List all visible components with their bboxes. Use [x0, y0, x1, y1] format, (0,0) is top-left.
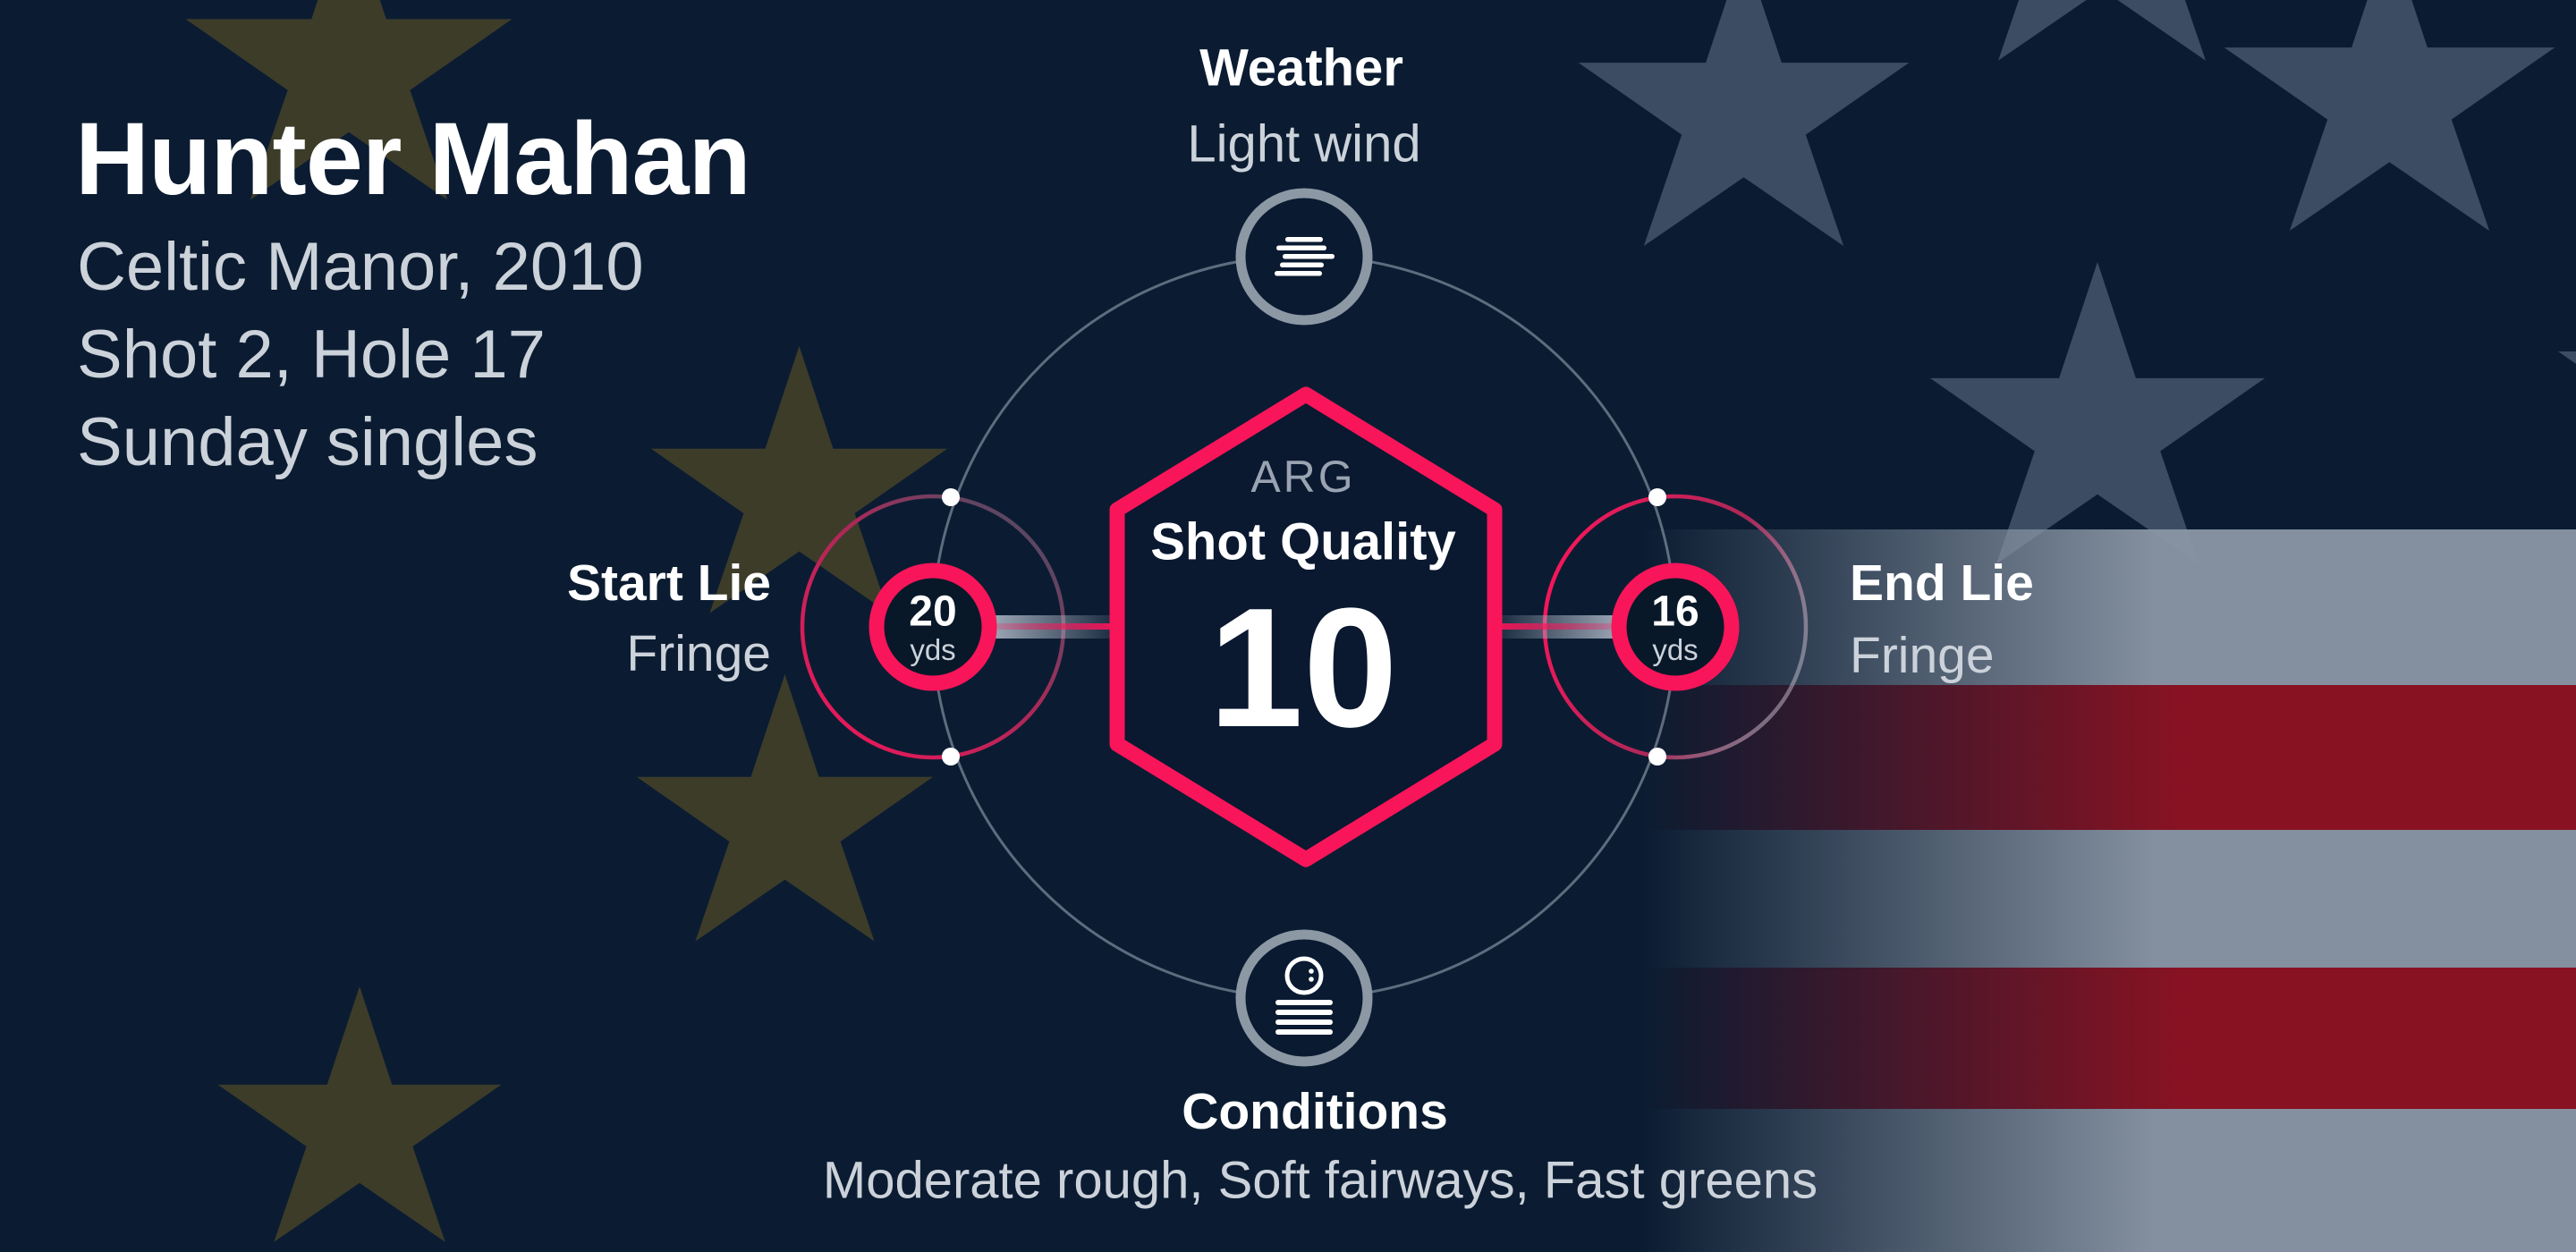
- start-distance-circle: [869, 563, 997, 691]
- score-value: 10: [1208, 573, 1398, 763]
- score-label: Shot Quality: [1150, 512, 1456, 571]
- golf-ball-rough-icon: [1275, 956, 1333, 1035]
- connector-line-right: [1488, 623, 1619, 630]
- start-distance-value: 20: [909, 588, 957, 636]
- conditions-circle: [1235, 929, 1373, 1067]
- end-distance-unit: yds: [1652, 633, 1699, 666]
- weather-label: Weather: [1199, 38, 1403, 97]
- conditions-label: Conditions: [1182, 1083, 1448, 1140]
- connector-line-left: [993, 623, 1123, 630]
- orbit-dot: [942, 748, 960, 766]
- orbit-dot: [1648, 488, 1666, 506]
- start-lie-label: Start Lie: [566, 554, 771, 612]
- conditions-value: Moderate rough, Soft fairways, Fast gree…: [822, 1151, 1818, 1210]
- score-group: ARG: [1250, 452, 1356, 502]
- orbit-dot: [1648, 748, 1666, 766]
- flag-stripe-gray: [1642, 529, 2576, 685]
- end-lie-label: End Lie: [1850, 554, 2034, 612]
- start-distance-unit: yds: [910, 633, 956, 666]
- end-distance-circle: [1611, 563, 1740, 691]
- shot-context: Celtic Manor, 2010 Shot 2, Hole 17 Sunda…: [77, 224, 644, 486]
- orbit-dot: [942, 488, 960, 506]
- weather-value: Light wind: [1187, 114, 1421, 173]
- shot-quality-hexagon: [1109, 386, 1503, 867]
- start-lie-value: Fringe: [626, 625, 771, 682]
- us-flag-stripes: [1642, 0, 2576, 1252]
- flag-stripe-red: [1642, 968, 2576, 1109]
- session-line: Sunday singles: [77, 404, 538, 480]
- end-distance-value: 16: [1651, 588, 1699, 636]
- wind-lines-icon: [1275, 237, 1335, 276]
- player-name: Hunter Mahan: [75, 102, 751, 216]
- event-line: Celtic Manor, 2010: [77, 229, 644, 305]
- flag-stripe-gray: [1642, 830, 2576, 968]
- end-lie-value: Fringe: [1850, 627, 1995, 684]
- flag-stripe-gray: [1642, 1109, 2576, 1252]
- flag-stripe-red: [1642, 685, 2576, 830]
- shot-line: Shot 2, Hole 17: [77, 317, 546, 393]
